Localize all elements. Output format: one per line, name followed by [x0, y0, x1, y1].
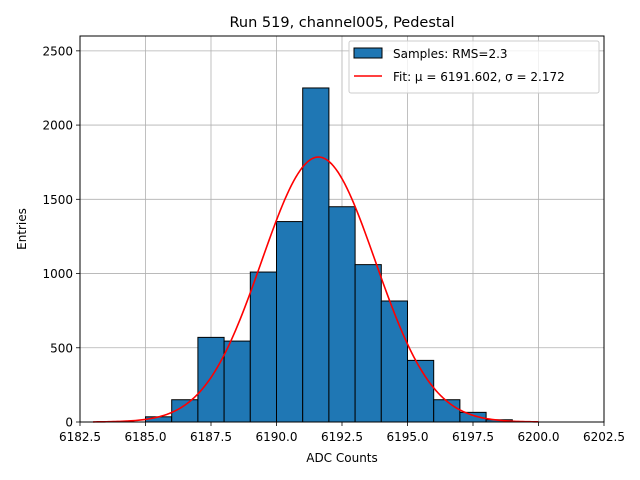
legend-swatch-samples — [353, 47, 383, 59]
x-tick-label: 6185.0 — [125, 430, 167, 444]
x-axis-label: ADC Counts — [306, 451, 378, 465]
y-tick-label: 2000 — [42, 119, 73, 133]
fit-curve — [93, 156, 539, 423]
histogram-bars — [145, 87, 513, 423]
x-axis: 6182.5 6185.0 6187.5 6190.0 6192.5 6195.0 6197… — [59, 422, 625, 444]
histogram-bar — [223, 340, 251, 423]
histogram-bar — [197, 336, 225, 423]
y-axis-label: Entries — [15, 208, 29, 250]
histogram-bar — [276, 221, 304, 423]
x-tick-label: 6197.5 — [452, 430, 494, 444]
histogram-bar — [380, 300, 408, 423]
legend: Samples: RMS=2.3 Fit: μ = 6191.602, σ = … — [348, 40, 600, 94]
histogram-bar — [407, 359, 435, 423]
chart-title: Run 519, channel005, Pedestal — [229, 15, 454, 31]
histogram-bar — [328, 206, 356, 423]
x-tick-label: 6192.5 — [321, 430, 363, 444]
histogram-bar — [433, 399, 461, 423]
legend-label-fit: Fit: μ = 6191.602, σ = 2.172 — [393, 70, 565, 84]
y-tick-label: 1500 — [42, 193, 73, 207]
y-tick-label: 1000 — [42, 267, 73, 281]
histogram-bar — [249, 271, 278, 423]
x-tick-label: 6182.5 — [59, 430, 101, 444]
y-tick-label: 500 — [50, 341, 73, 355]
histogram-bar — [302, 87, 330, 423]
y-axis: 0 500 1000 1500 2000 2500 — [42, 44, 80, 430]
x-tick-label: 6190.0 — [256, 430, 298, 444]
y-tick-label: 2500 — [42, 44, 73, 58]
legend-label-samples: Samples: RMS=2.3 — [393, 47, 508, 61]
legend-box — [348, 40, 600, 94]
histogram-bar — [354, 264, 382, 423]
x-tick-label: 6195.0 — [387, 430, 429, 444]
x-tick-label: 6187.5 — [190, 430, 232, 444]
x-tick-label: 6202.5 — [583, 430, 625, 444]
y-tick-label: 0 — [65, 416, 73, 430]
x-tick-label: 6200.0 — [518, 430, 560, 444]
